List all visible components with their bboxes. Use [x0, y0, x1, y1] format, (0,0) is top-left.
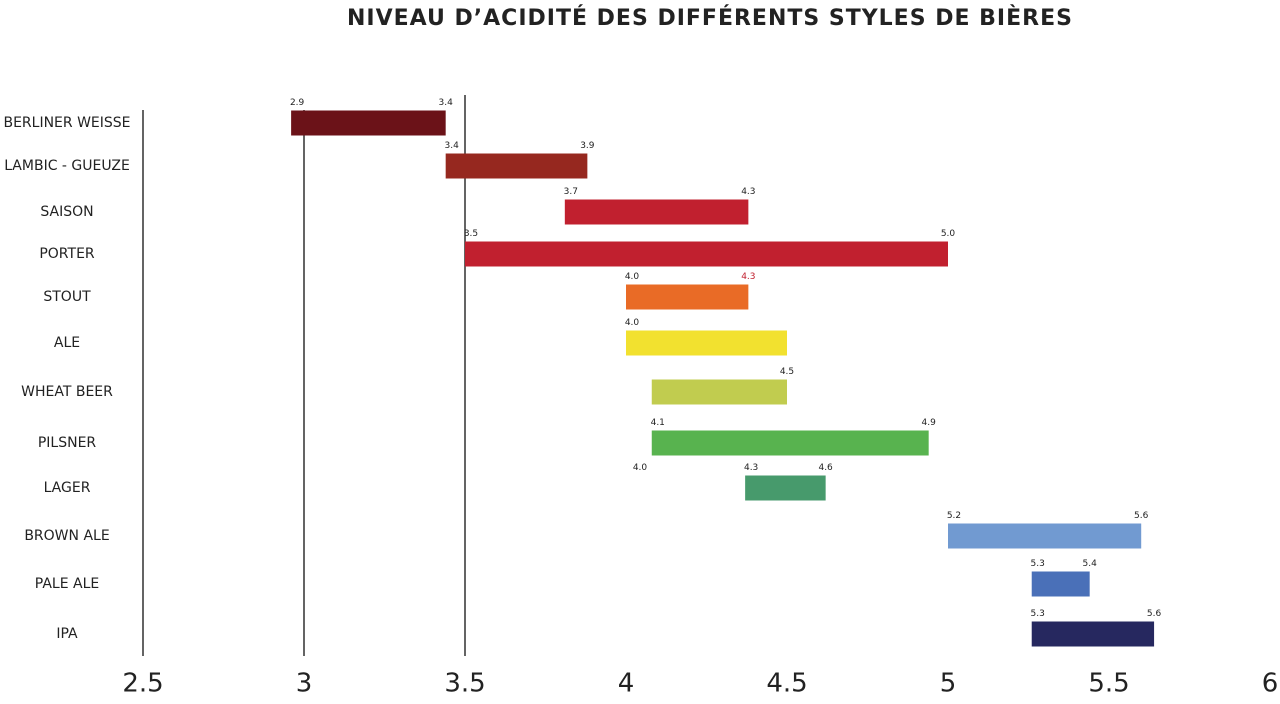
value-label: 5.6	[1147, 609, 1162, 619]
category-label: LAMBIC - GUEUZE	[4, 158, 130, 174]
category-label: IPA	[56, 626, 78, 642]
category-label: PILSNER	[38, 435, 97, 451]
value-label: 4.3	[744, 463, 758, 473]
value-label: 5.6	[1134, 511, 1149, 521]
category-label: STOUT	[43, 289, 91, 305]
value-label: 3.9	[580, 141, 595, 151]
x-tick-label: 3	[296, 669, 313, 699]
bar	[465, 241, 948, 267]
value-label: 2.9	[290, 98, 305, 108]
bar	[626, 284, 749, 310]
value-label: 5.0	[941, 229, 956, 239]
bar	[626, 330, 787, 356]
value-label: 4.3	[741, 272, 755, 282]
category-label: PALE ALE	[35, 576, 99, 592]
category-label: LAGER	[44, 480, 91, 496]
category-label: SAISON	[40, 204, 93, 220]
value-label: 4.9	[922, 418, 937, 428]
annotation: 4.0	[633, 463, 648, 473]
bar	[445, 153, 588, 179]
value-label: 4.0	[625, 318, 640, 328]
value-label: 3.4	[445, 141, 460, 151]
value-label: 3.7	[564, 187, 578, 197]
value-label: 4.3	[741, 187, 755, 197]
bar	[651, 379, 787, 405]
category-label: WHEAT BEER	[21, 384, 113, 400]
chart-title: NIVEAU D’ACIDITÉ DES DIFFÉRENTS STYLES D…	[347, 5, 1073, 31]
bar	[291, 110, 446, 136]
category-label: BROWN ALE	[24, 528, 109, 544]
value-label: 4.5	[780, 367, 794, 377]
bar	[1031, 571, 1090, 597]
bar	[745, 475, 826, 501]
value-label: 5.2	[947, 511, 961, 521]
bar	[1031, 621, 1155, 647]
value-label: 3.4	[439, 98, 454, 108]
bar	[651, 430, 929, 456]
category-label: BERLINER WEISSE	[3, 115, 130, 131]
bar	[948, 523, 1142, 549]
value-label: 3.5	[464, 229, 478, 239]
x-tick-label: 5.5	[1088, 669, 1129, 699]
x-tick-label: 6	[1262, 669, 1279, 699]
x-tick-label: 3.5	[444, 669, 485, 699]
value-label: 4.1	[651, 418, 665, 428]
x-tick-label: 4.5	[766, 669, 807, 699]
value-label: 5.4	[1083, 559, 1098, 569]
category-label: ALE	[54, 335, 80, 351]
x-tick-label: 2.5	[122, 669, 163, 699]
value-label: 5.3	[1031, 609, 1045, 619]
category-label: PORTER	[39, 246, 95, 262]
value-label: 4.6	[818, 463, 833, 473]
x-tick-label: 5	[940, 669, 957, 699]
bar	[564, 199, 749, 225]
value-label: 5.3	[1031, 559, 1045, 569]
x-tick-label: 4	[618, 669, 635, 699]
value-label: 4.0	[625, 272, 640, 282]
